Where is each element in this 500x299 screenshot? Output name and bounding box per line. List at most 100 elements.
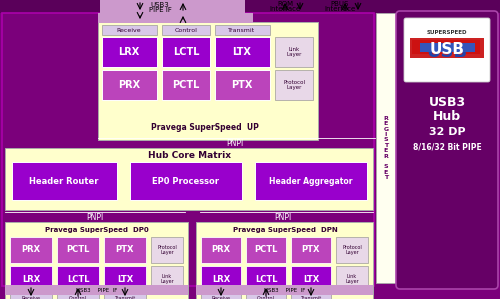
- Bar: [275, 37, 313, 67]
- Text: PCTL: PCTL: [254, 245, 278, 254]
- Bar: [291, 237, 331, 263]
- Text: PTX: PTX: [302, 245, 320, 254]
- Bar: [102, 37, 157, 67]
- Bar: [162, 37, 210, 67]
- Text: LTX: LTX: [303, 274, 319, 283]
- Bar: [57, 294, 99, 299]
- Bar: [215, 37, 270, 67]
- Text: USB3: USB3: [150, 2, 170, 8]
- Text: USB: USB: [430, 42, 464, 57]
- Bar: [10, 266, 52, 292]
- Text: Transmit: Transmit: [300, 295, 322, 299]
- Text: PBUS: PBUS: [331, 1, 349, 7]
- Text: Transmit: Transmit: [114, 295, 136, 299]
- Text: Header Aggregator: Header Aggregator: [269, 176, 353, 185]
- Bar: [5, 222, 188, 299]
- Bar: [5, 285, 188, 295]
- Text: PTX: PTX: [232, 80, 252, 90]
- Bar: [201, 237, 241, 263]
- Bar: [104, 266, 146, 292]
- Bar: [196, 222, 373, 299]
- Text: PNPI: PNPI: [226, 138, 244, 147]
- Bar: [336, 266, 368, 292]
- Bar: [291, 294, 331, 299]
- FancyBboxPatch shape: [396, 11, 498, 289]
- Bar: [12, 162, 117, 200]
- Bar: [410, 38, 484, 58]
- Bar: [201, 294, 241, 299]
- Bar: [10, 237, 52, 263]
- Bar: [104, 294, 146, 299]
- Text: ROM: ROM: [277, 1, 293, 7]
- Bar: [98, 13, 253, 23]
- Bar: [162, 25, 210, 35]
- Text: PCTL: PCTL: [172, 80, 200, 90]
- Bar: [102, 25, 157, 35]
- Text: USB3: USB3: [428, 95, 466, 109]
- Text: Receive: Receive: [22, 295, 40, 299]
- Text: LRX: LRX: [212, 274, 230, 283]
- Text: PNPI: PNPI: [86, 213, 104, 222]
- Text: Hub Core Matrix: Hub Core Matrix: [148, 152, 230, 161]
- Text: PCTL: PCTL: [66, 245, 90, 254]
- Bar: [151, 266, 183, 292]
- Text: Receive: Receive: [212, 295, 231, 299]
- Text: Protocol
Layer: Protocol Layer: [283, 80, 305, 90]
- Bar: [2, 13, 374, 286]
- Bar: [5, 148, 373, 210]
- Text: USB: USB: [426, 43, 468, 61]
- Text: Interface: Interface: [270, 6, 300, 12]
- Bar: [104, 237, 146, 263]
- Bar: [215, 25, 270, 35]
- Bar: [10, 294, 52, 299]
- Bar: [57, 266, 99, 292]
- Bar: [412, 40, 480, 54]
- Bar: [151, 237, 183, 263]
- Bar: [100, 0, 245, 13]
- Text: PRX: PRX: [212, 245, 231, 254]
- Bar: [201, 266, 241, 292]
- Bar: [291, 266, 331, 292]
- Text: USB3    PIPE  IF: USB3 PIPE IF: [76, 288, 118, 292]
- Text: R
E
G
I
S
T
E
R
 
S
E
T: R E G I S T E R S E T: [384, 116, 388, 180]
- Text: Receive: Receive: [116, 28, 141, 33]
- Text: Pravega SuperSpeed  UP: Pravega SuperSpeed UP: [151, 123, 259, 132]
- Bar: [215, 70, 270, 100]
- FancyBboxPatch shape: [404, 18, 490, 82]
- Bar: [102, 70, 157, 100]
- Text: LRX: LRX: [118, 47, 140, 57]
- Text: 8/16/32 Bit PIPE: 8/16/32 Bit PIPE: [412, 143, 482, 152]
- Bar: [410, 38, 484, 58]
- Bar: [57, 237, 99, 263]
- Text: PIPE IF: PIPE IF: [148, 7, 172, 13]
- Text: Transmit: Transmit: [228, 28, 256, 33]
- Bar: [336, 237, 368, 263]
- Bar: [376, 13, 396, 283]
- Text: SUPERSPEED: SUPERSPEED: [427, 30, 467, 34]
- Text: LTX: LTX: [117, 274, 133, 283]
- Text: PRX: PRX: [22, 245, 40, 254]
- Text: Pravega SuperSpeed  DP0: Pravega SuperSpeed DP0: [45, 227, 149, 233]
- Text: LCTL: LCTL: [67, 274, 89, 283]
- Bar: [0, 0, 500, 13]
- Bar: [246, 266, 286, 292]
- Text: Protocol
Layer: Protocol Layer: [157, 245, 177, 255]
- Text: Header Router: Header Router: [29, 176, 99, 185]
- Text: LCTL: LCTL: [173, 47, 199, 57]
- Bar: [255, 162, 367, 200]
- Text: Link
Layer: Link Layer: [345, 274, 359, 284]
- Text: Control: Control: [257, 295, 275, 299]
- Text: LCTL: LCTL: [255, 274, 277, 283]
- Text: LTX: LTX: [232, 47, 252, 57]
- Text: PNPI: PNPI: [274, 213, 291, 222]
- Text: Link
Layer: Link Layer: [160, 274, 174, 284]
- Text: LRX: LRX: [22, 274, 40, 283]
- Bar: [98, 22, 318, 140]
- Bar: [246, 294, 286, 299]
- Text: Protocol
Layer: Protocol Layer: [342, 245, 362, 255]
- Bar: [420, 43, 475, 52]
- Bar: [275, 70, 313, 100]
- Text: Control: Control: [69, 295, 87, 299]
- Text: Link
Layer: Link Layer: [286, 47, 302, 57]
- Bar: [196, 285, 373, 295]
